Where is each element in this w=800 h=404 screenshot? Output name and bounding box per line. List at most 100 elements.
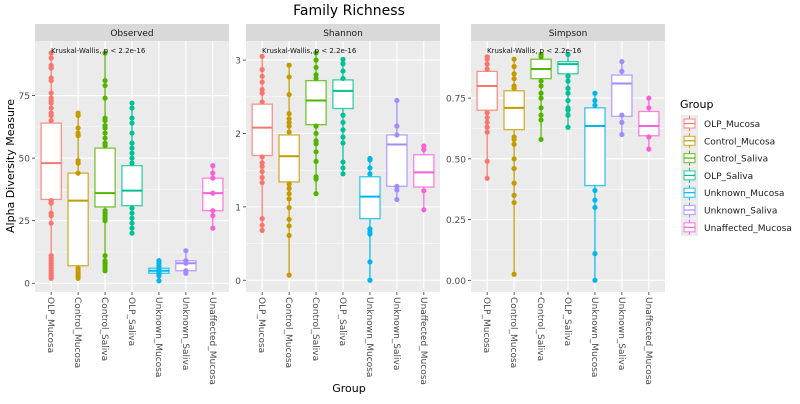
data-point [592,197,598,203]
box-iqr [413,154,435,188]
data-point [259,222,265,228]
data-point [129,100,135,106]
data-point [484,114,490,121]
data-point [259,163,265,170]
data-point [286,116,292,122]
data-point [102,50,108,56]
data-point [259,169,265,175]
data-point [511,63,517,70]
data-point [286,111,292,117]
data-point [619,131,625,138]
y-tick-label: 0.00 [446,277,466,287]
data-point [259,90,265,96]
data-point [592,97,598,104]
data-point [538,83,544,89]
x-tick-label: Unknown_Mucosa [364,297,374,377]
box-unknown_saliva [611,59,633,138]
box-iqr [359,176,381,220]
data-point [259,86,265,93]
box-olp_mucosa [476,54,498,181]
data-point [48,210,54,216]
data-point [210,208,216,214]
x-tick-label: Unknown_Saliva [616,297,626,370]
box-unknown_saliva [175,248,197,276]
data-point [340,171,346,177]
data-point [313,123,319,129]
data-point [48,110,54,116]
data-point [313,64,319,71]
box-unknown_mucosa [584,90,606,283]
data-point [48,75,54,81]
kruskal-wallis-annotation: Kruskal-Wallis, p < 2.2e-16 [487,47,582,55]
data-point [286,181,292,187]
data-point [484,66,490,72]
data-point [340,165,346,171]
legend-item-control_saliva: Control_Saliva [681,149,768,167]
data-point [340,56,346,62]
data-point [259,154,265,160]
data-point [313,130,319,137]
data-point [129,220,135,226]
data-point [646,95,652,101]
data-point [286,62,292,68]
data-point [340,159,346,165]
box-iqr [278,134,300,183]
data-point [183,248,189,254]
data-point [394,183,400,189]
data-point [538,136,544,143]
data-point [102,82,108,89]
data-point [313,191,319,197]
data-point [259,180,265,186]
data-point [102,140,108,146]
x-tick-label: OLP_Saliva [337,297,347,346]
data-point [75,158,81,164]
x-tick-label: Unaffected_Mucosa [418,297,428,385]
x-tick-label: Control_Saliva [310,297,320,361]
data-point [538,112,544,118]
data-point [313,72,319,78]
box-olp_mucosa [251,53,273,233]
data-point [210,213,216,219]
box-iqr [251,103,273,157]
data-point [592,90,598,96]
data-point [48,62,54,69]
data-point [286,185,292,192]
data-point [102,122,108,129]
box-unaffected_mucosa [413,143,435,213]
data-point [286,204,292,211]
data-point [102,130,108,136]
x-tick-label: Unknown_Saliva [391,297,401,370]
x-axis-title: Group [332,382,366,395]
data-point [48,55,54,61]
y-tick-label: 0.25 [446,216,466,226]
data-point [511,180,517,186]
data-point [511,192,517,198]
x-tick-label: OLP_Mucosa [45,297,55,353]
data-point [340,75,346,82]
data-point [129,215,135,221]
data-point [421,143,427,149]
y-axis-title: Alpha Diversity Measure [4,99,17,233]
legend-item-olp_mucosa: OLP_Mucosa [681,115,760,132]
data-point [102,115,108,121]
data-point [286,232,292,239]
data-point [484,175,490,181]
x-tick-label: Unknown_Mucosa [153,297,163,377]
data-point [538,95,544,101]
data-point [48,220,54,226]
data-point [313,50,319,56]
box-unknown_mucosa [148,258,170,284]
box-iqr [121,164,143,207]
data-point [538,90,544,96]
y-tick-label: 0.75 [446,95,466,105]
box-iqr [305,79,327,126]
data-point [394,187,400,193]
legend: Group OLP_Mucosa Control_Mucosa Control_Sa… [680,98,792,236]
legend-item-control_mucosa: Control_Mucosa [681,132,775,150]
data-point [286,216,292,222]
data-point [156,258,162,264]
box-olp_saliva [121,100,143,236]
data-point [259,79,265,85]
box-iqr [638,110,660,137]
data-point [340,61,346,67]
